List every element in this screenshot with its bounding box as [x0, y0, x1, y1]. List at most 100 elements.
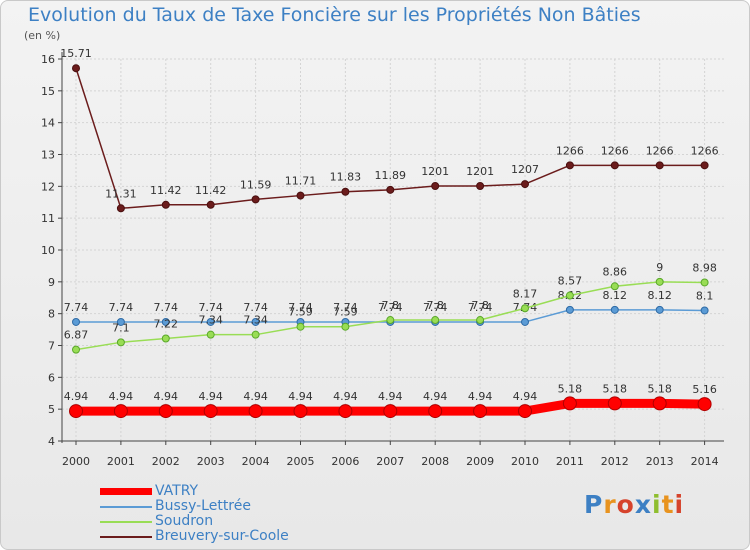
x-tick-label: 2005: [287, 455, 315, 468]
data-label-breuvery-sur-coole: 1201: [466, 165, 494, 178]
x-tick-label: 2007: [376, 455, 404, 468]
data-point-breuvery-sur-coole: [72, 64, 80, 73]
data-label-soudron: 7.22: [154, 317, 179, 330]
data-point-vatry: [248, 404, 263, 419]
data-point-breuvery-sur-coole: [161, 200, 170, 209]
data-point-breuvery-sur-coole: [565, 161, 574, 170]
data-label-soudron: 7.8: [471, 299, 489, 312]
data-label-breuvery-sur-coole: 1201: [421, 165, 449, 178]
data-label-soudron: 8.86: [603, 265, 628, 278]
data-point-vatry: [428, 404, 443, 419]
data-point-bussy-lettr-e: [251, 317, 260, 326]
data-point-vatry: [652, 396, 667, 411]
x-tick-label: 2011: [556, 455, 584, 468]
data-label-vatry: 4.94: [154, 390, 179, 403]
data-label-breuvery-sur-coole: 11.42: [195, 184, 227, 197]
data-label-soudron: 7.59: [288, 306, 313, 319]
data-point-soudron: [341, 322, 350, 331]
y-axis-unit: (en %): [24, 29, 61, 42]
data-label-bussy-lettr-e: 7.74: [423, 301, 448, 314]
data-label-vatry: 4.94: [333, 390, 358, 403]
data-label-bussy-lettr-e: 7.74: [198, 301, 223, 314]
y-tick-label: 11: [41, 212, 55, 225]
data-label-breuvery-sur-coole: 11.71: [285, 175, 317, 188]
data-point-bussy-lettr-e: [72, 317, 80, 326]
x-tick-label: 2010: [511, 455, 539, 468]
data-label-breuvery-sur-coole: 1266: [601, 144, 629, 157]
legend-label: Soudron: [155, 513, 214, 529]
x-tick-label: 2003: [197, 455, 225, 468]
data-point-breuvery-sur-coole: [700, 161, 709, 170]
data-point-bussy-lettr-e: [610, 305, 619, 314]
data-point-bussy-lettr-e: [521, 317, 529, 326]
data-point-bussy-lettr-e: [161, 317, 170, 326]
data-label-soudron: 9: [656, 261, 663, 274]
data-label-bussy-lettr-e: 7.74: [288, 301, 313, 314]
data-label-soudron: 8.17: [513, 287, 538, 300]
data-point-vatry: [158, 404, 173, 419]
data-point-soudron: [431, 316, 440, 325]
data-point-soudron: [476, 316, 485, 325]
data-point-soudron: [251, 330, 260, 339]
logo-letter: x: [634, 490, 652, 519]
data-point-vatry: [607, 396, 622, 411]
y-tick-label: 9: [48, 276, 55, 289]
data-point-soudron: [655, 277, 664, 286]
data-label-vatry: 4.94: [198, 390, 223, 403]
legend-swatch-bussy-lettree: [100, 506, 152, 508]
data-label-vatry: 5.18: [647, 382, 672, 395]
data-point-vatry: [338, 404, 353, 419]
data-label-bussy-lettr-e: 8.12: [647, 289, 672, 302]
data-label-vatry: 4.94: [378, 390, 403, 403]
logo-letter: i: [652, 490, 662, 519]
y-tick-label: 4: [48, 435, 55, 448]
data-label-vatry: 5.18: [558, 382, 583, 395]
legend-swatch-soudron: [100, 521, 152, 523]
y-tick-label: 15: [41, 85, 55, 98]
y-tick-label: 8: [48, 308, 55, 321]
data-label-breuvery-sur-coole: 11.31: [105, 187, 137, 200]
data-point-soudron: [610, 282, 619, 291]
data-point-soudron: [386, 316, 395, 325]
data-label-breuvery-sur-coole: 1266: [646, 144, 674, 157]
data-point-soudron: [116, 338, 125, 347]
data-point-vatry: [113, 404, 128, 419]
data-label-soudron: 8.57: [558, 275, 583, 288]
data-point-vatry: [383, 404, 398, 419]
data-point-soudron: [521, 304, 529, 313]
data-label-vatry: 4.94: [468, 390, 493, 403]
data-label-bussy-lettr-e: 7.74: [243, 301, 268, 314]
legend-swatch-breuvery-sur-coole: [100, 536, 152, 538]
data-point-breuvery-sur-coole: [116, 204, 125, 213]
data-point-vatry: [293, 404, 308, 419]
logo-letter: o: [616, 490, 635, 519]
data-label-breuvery-sur-coole: 11.89: [375, 169, 407, 182]
data-point-breuvery-sur-coole: [476, 182, 485, 191]
data-label-vatry: 4.94: [288, 390, 313, 403]
y-tick-label: 12: [41, 180, 55, 193]
data-point-soudron: [206, 330, 215, 339]
data-point-vatry: [69, 404, 83, 419]
data-point-breuvery-sur-coole: [610, 161, 619, 170]
data-point-bussy-lettr-e: [655, 305, 664, 314]
data-label-breuvery-sur-coole: 1266: [556, 144, 584, 157]
data-label-soudron: 8.98: [692, 261, 717, 274]
data-label-breuvery-sur-coole: 11.83: [330, 171, 362, 184]
data-point-soudron: [700, 278, 709, 287]
data-label-vatry: 4.94: [109, 390, 134, 403]
data-point-vatry: [697, 397, 712, 412]
data-label-soudron: 7.1: [112, 321, 130, 334]
data-point-breuvery-sur-coole: [386, 185, 395, 194]
legend-label: Breuvery-sur-Coole: [155, 528, 289, 544]
chart-title: Evolution du Taux de Taxe Foncière sur l…: [28, 4, 641, 26]
x-tick-label: 2009: [466, 455, 494, 468]
data-label-soudron: 7.34: [198, 314, 223, 327]
x-tick-label: 2014: [691, 455, 719, 468]
logo-letter: i: [674, 490, 685, 519]
data-point-vatry: [518, 404, 532, 419]
data-point-soudron: [72, 345, 80, 354]
data-point-vatry: [203, 404, 218, 419]
data-label-vatry: 5.16: [692, 383, 717, 396]
data-point-soudron: [161, 334, 170, 343]
